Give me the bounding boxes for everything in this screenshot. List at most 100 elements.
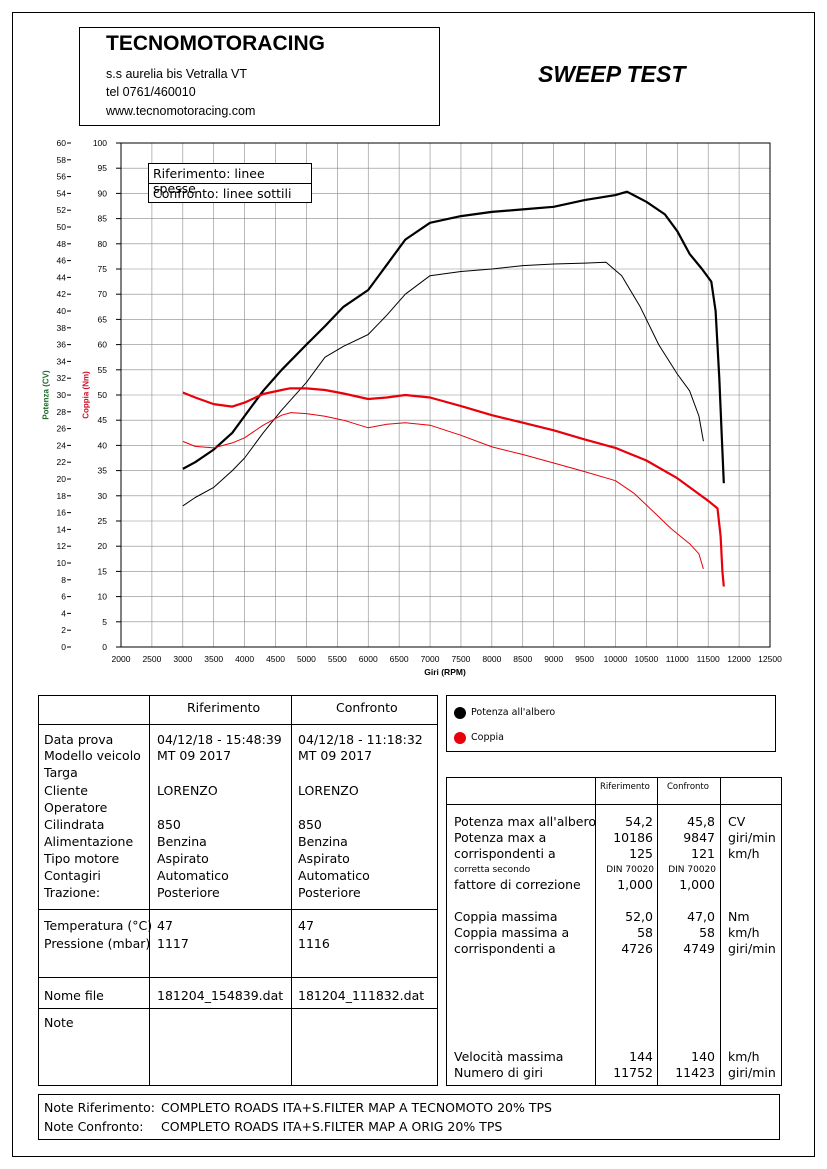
y-axis-title-power: Potenza (CV) (41, 370, 51, 420)
torque-tick-label: 20 (98, 541, 108, 551)
x-tick-label: 3500 (204, 654, 223, 664)
x-tick-label: 11500 (697, 654, 720, 664)
torque-tick-label: 40 (98, 440, 108, 450)
x-tick-label: 12500 (758, 654, 782, 664)
right-row-label: Potenza max a (454, 830, 547, 845)
left-row-conf: Posteriore (298, 885, 361, 900)
left-header-ref: Riferimento (187, 700, 261, 715)
left-row-conf: Benzina (298, 834, 348, 849)
x-tick-label: 8000 (482, 654, 501, 664)
power-tick-label: 16 (57, 508, 67, 518)
x-tick-label: 7500 (451, 654, 470, 664)
right-row-unit: giri/min (728, 941, 776, 956)
torque-tick-label: 30 (98, 491, 108, 501)
page-title: SWEEP TEST (538, 61, 686, 87)
right-row-ref: 58 (637, 925, 653, 940)
left-row-label: Modello veicolo (44, 748, 141, 763)
note-label: Note (44, 1015, 74, 1030)
note-ref-label: Note Riferimento: (44, 1100, 155, 1115)
legend-ref-line: Riferimento: linee spesse (153, 166, 265, 196)
left-row-conf: 850 (298, 817, 322, 832)
env-row-conf: 47 (298, 918, 314, 933)
power-tick-label: 28 (57, 407, 67, 417)
power-tick-label: 0 (61, 642, 66, 652)
x-tick-label: 8500 (513, 654, 532, 664)
right-header-ref: Riferimento (600, 782, 650, 792)
right-row-label: Numero di giri (454, 1065, 544, 1080)
right-row-ref: 144 (629, 1049, 653, 1064)
series-legend: Potenza all'albero Coppia (446, 695, 776, 752)
torque-tick-label: 35 (98, 466, 108, 476)
right-row-unit: km/h (728, 1049, 760, 1064)
left-row-ref: Aspirato (157, 851, 209, 866)
right-row-ref: 54,2 (625, 814, 653, 829)
plot-frame (120, 142, 771, 648)
torque-curve-confronto (182, 412, 704, 570)
torque-tick-label: 55 (98, 365, 108, 375)
chart-series (182, 190, 725, 587)
x-tick-label: 10500 (635, 654, 659, 664)
left-row-label: Tipo motore (44, 851, 120, 866)
torque-tick-label: 15 (98, 566, 108, 576)
env-row-label: Temperatura (°C) (44, 918, 153, 933)
power-tick-label: 32 (57, 373, 67, 383)
left-row-label: Targa (44, 765, 78, 780)
right-row-conf: 4749 (683, 941, 715, 956)
left-row-label: Data prova (44, 732, 114, 747)
torque-tick-label: 25 (98, 516, 108, 526)
power-tick-label: 18 (57, 491, 67, 501)
power-curve-riferimento (182, 190, 725, 484)
left-row-ref: Automatico (157, 868, 229, 883)
y-axis-title-torque: Coppia (Nm) (81, 371, 91, 419)
torque-tick-label: 95 (98, 163, 108, 173)
left-row-label: Cilindrata (44, 817, 105, 832)
x-tick-label: 5000 (297, 654, 316, 664)
right-row-unit: giri/min (728, 830, 776, 845)
right-row-conf: DIN 70020 (668, 865, 716, 875)
left-row-ref: Benzina (157, 834, 207, 849)
power-tick-label: 56 (57, 172, 67, 182)
x-tick-label: 2500 (142, 654, 161, 664)
torque-legend-dot (454, 732, 466, 744)
power-legend-dot (454, 707, 466, 719)
left-info-table: Riferimento Confronto Data prova 04/12/18… (38, 695, 438, 1086)
x-tick-label: 2000 (112, 654, 131, 664)
power-tick-label: 2 (61, 625, 66, 635)
torque-legend-label: Coppia (471, 732, 504, 743)
torque-tick-label: 50 (98, 390, 108, 400)
right-row-ref: DIN 70020 (606, 865, 654, 875)
note-conf-label: Note Confronto: (44, 1119, 144, 1134)
right-row-unit: km/h (728, 846, 760, 861)
note-conf-text: COMPLETO ROADS ITA+S.FILTER MAP A ORIG 2… (161, 1119, 503, 1134)
company-address: s.s aurelia bis Vetralla VT (106, 67, 248, 81)
left-row-ref: LORENZO (157, 783, 218, 798)
torque-tick-label: 65 (98, 314, 108, 324)
page-border (12, 12, 815, 1157)
right-row-label: Potenza max all'albero (454, 814, 596, 829)
power-tick-label: 60 (57, 138, 67, 148)
right-row-label: corrispondenti a (454, 941, 556, 956)
power-tick-label: 30 (57, 390, 67, 400)
left-row-conf: 04/12/18 - 11:18:32 (298, 732, 423, 747)
power-tick-label: 22 (57, 457, 67, 467)
x-tick-label: 9000 (544, 654, 563, 664)
company-website: www.tecnomotoracing.com (106, 104, 256, 118)
left-row-ref: MT 09 2017 (157, 748, 232, 763)
left-row-conf: MT 09 2017 (298, 748, 373, 763)
torque-tick-label: 10 (98, 592, 108, 602)
torque-tick-label: 5 (102, 617, 107, 627)
power-legend-label: Potenza all'albero (471, 707, 556, 718)
right-row-ref: 4726 (621, 941, 653, 956)
left-row-ref: 850 (157, 817, 181, 832)
power-tick-label: 20 (57, 474, 67, 484)
right-row-unit: CV (728, 814, 746, 829)
file-ref: 181204_154839.dat (157, 988, 284, 1003)
right-row-conf: 45,8 (687, 814, 715, 829)
right-row-unit: giri/min (728, 1065, 776, 1080)
right-results-table: Riferimento Confronto Potenza max all'al… (446, 777, 782, 1086)
x-axis-title: Giri (RPM) (424, 667, 466, 677)
legend-conf-line: Confronto: linee sottili (153, 186, 292, 201)
x-tick-label: 11000 (666, 654, 689, 664)
left-header-conf: Confronto (336, 700, 398, 715)
left-row-conf: LORENZO (298, 783, 359, 798)
